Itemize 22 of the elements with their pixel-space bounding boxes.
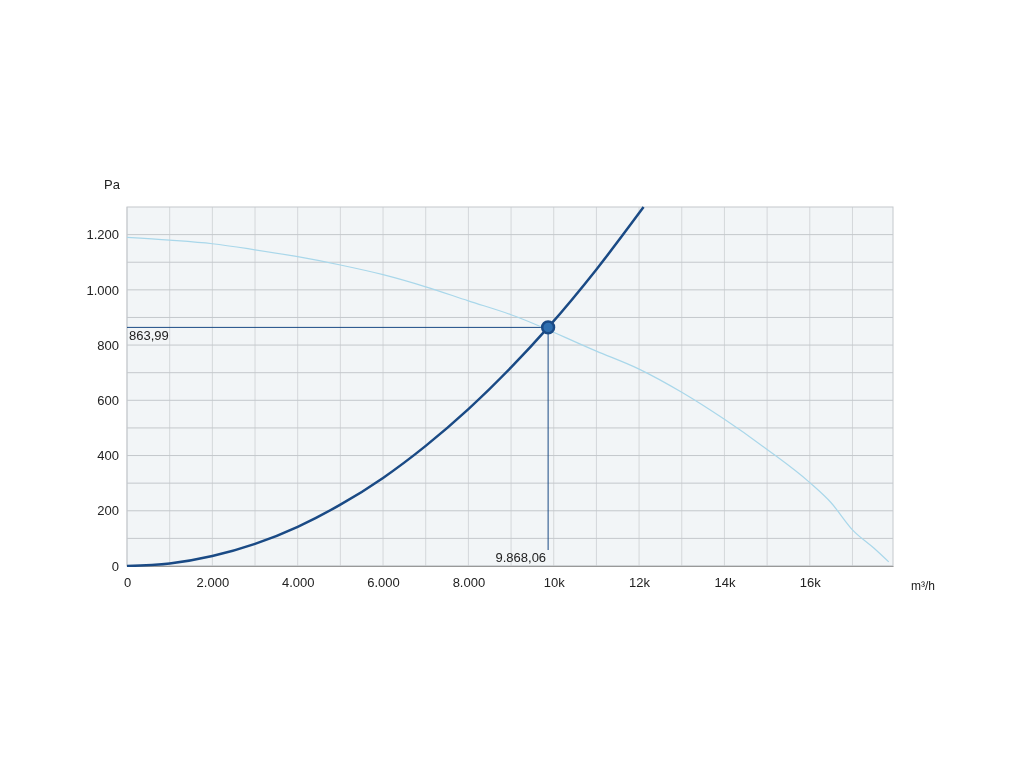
x-tick-label: 10k bbox=[543, 575, 566, 591]
y-tick-label: 600 bbox=[97, 392, 119, 408]
x-tick-label: 0 bbox=[123, 575, 132, 591]
y-tick-label: 400 bbox=[97, 448, 119, 464]
x-tick-label: 16k bbox=[799, 575, 822, 591]
y-tick-label: 1.200 bbox=[86, 227, 119, 243]
y-tick-label: 0 bbox=[111, 558, 119, 574]
ref-line-label: 863,99 bbox=[129, 328, 169, 344]
ref-line-label: 9.868,06 bbox=[495, 550, 547, 565]
y-axis-title: Pa bbox=[104, 177, 121, 192]
line-series bbox=[127, 206, 645, 567]
x-tick-label: 12k bbox=[629, 575, 651, 591]
y-tick-label: 200 bbox=[97, 503, 119, 519]
x-tick-label: 2.000 bbox=[196, 575, 230, 591]
line-series bbox=[127, 236, 890, 563]
x-tick-label: 8.000 bbox=[452, 575, 486, 591]
x-axis-title: m³/h bbox=[911, 579, 935, 593]
y-tick-label: 800 bbox=[97, 337, 119, 353]
y-tick-label: 1.000 bbox=[86, 282, 119, 298]
x-tick-label: 6.000 bbox=[367, 575, 400, 591]
x-tick-label: 4.000 bbox=[281, 575, 315, 591]
x-tick-label: 14k bbox=[714, 575, 736, 591]
